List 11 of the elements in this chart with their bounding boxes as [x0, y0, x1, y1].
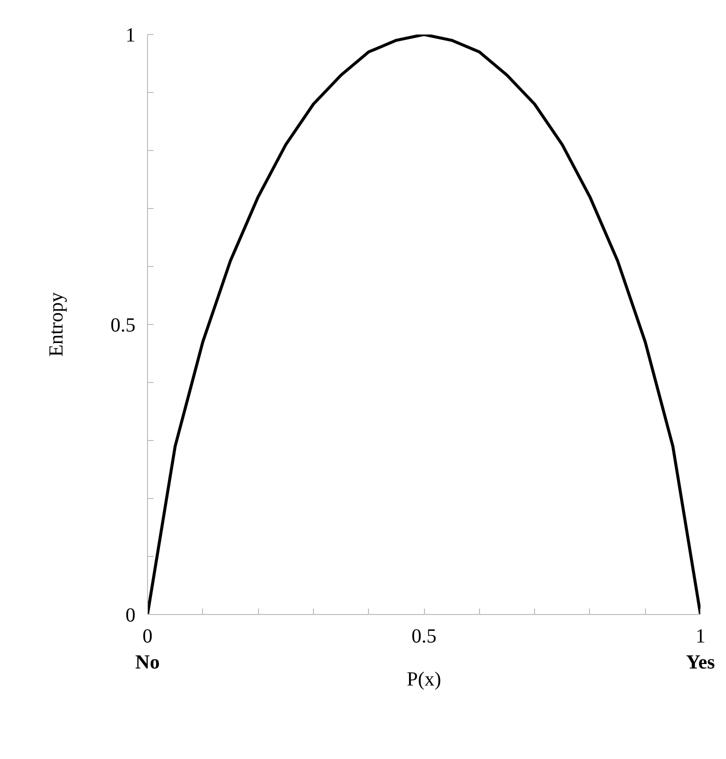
text: Yes [686, 652, 716, 674]
y-axis-title: Entropy [46, 292, 68, 357]
x-tick-label: 1 [696, 626, 706, 648]
y-tick-label: 0 [126, 604, 136, 626]
x-tick-label: 0.5 [412, 626, 436, 648]
text: No [135, 652, 160, 674]
y-tick-label: 1 [126, 24, 136, 46]
x-tick-label: 0 [142, 626, 152, 648]
line-series [148, 34, 700, 614]
y-tick-label: 0.5 [110, 314, 136, 336]
x-axis-title: P(x) [406, 668, 442, 690]
